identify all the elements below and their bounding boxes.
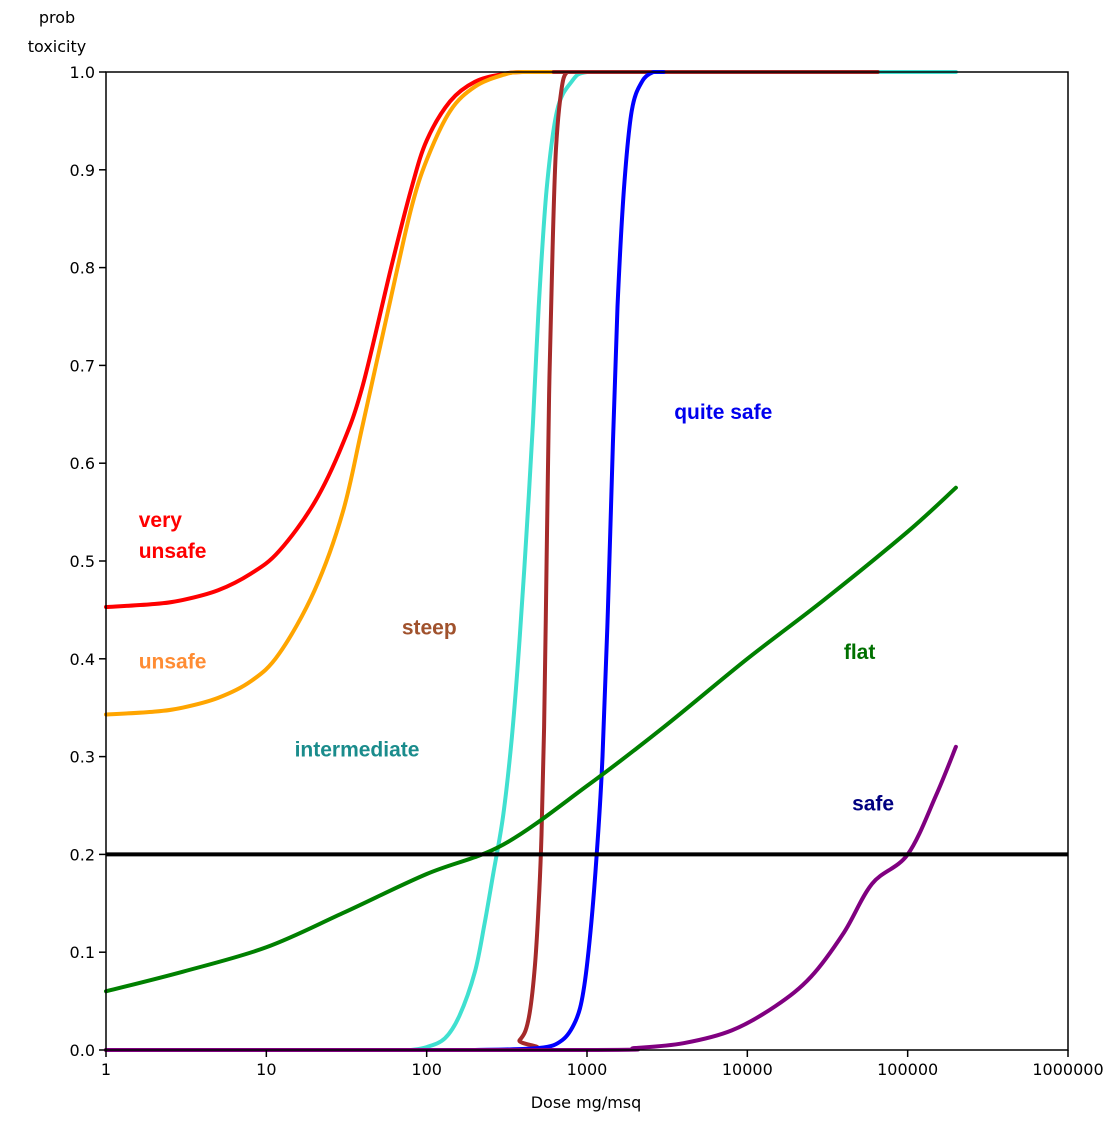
series-line-unsafe: [104, 70, 589, 717]
series-label-quite-safe: quite safe: [674, 401, 772, 424]
y-tick-label: 0.5: [70, 552, 95, 571]
y-tick-label: 0.8: [70, 259, 95, 278]
series-label-flat: flat: [844, 641, 876, 664]
y-tick-label: 0.2: [70, 845, 95, 864]
series-label-very-unsafe: unsafe: [139, 540, 207, 563]
series-label-intermediate: intermediate: [295, 739, 420, 762]
x-tick-label: 1: [101, 1060, 111, 1079]
series-label-steep: steep: [402, 616, 457, 639]
y-axis-title-line-2: toxicity: [28, 37, 86, 56]
y-tick-label: 0.7: [70, 356, 95, 375]
x-axis: 1 10 100 1000 10000 100000 1000000: [101, 1050, 1104, 1079]
y-axis-title-line-1: prob: [39, 8, 75, 27]
series-line-flat: [104, 485, 958, 994]
x-tick-label: 10: [256, 1060, 276, 1079]
y-tick-label: 1.0: [70, 63, 95, 82]
series-label-very-unsafe: very: [139, 509, 183, 532]
y-tick-label: 0.3: [70, 748, 95, 767]
y-axis: 0.0 0.1 0.2 0.3 0.4 0.5 0.6 0.7 0.8 0.9 1.0: [70, 63, 106, 1060]
series-labels: very unsafe unsafe intermediate steep quite s…: [139, 401, 894, 815]
y-tick-label: 0.0: [70, 1041, 95, 1060]
x-tick-label: 100000: [877, 1060, 938, 1079]
series-label-unsafe: unsafe: [139, 651, 207, 674]
x-tick-label: 1000000: [1032, 1060, 1103, 1079]
series-label-safe: safe: [852, 792, 894, 815]
x-axis-title: Dose mg/msq: [531, 1093, 642, 1112]
series-line-quite-safe: [472, 70, 666, 1052]
x-tick-label: 10000: [722, 1060, 773, 1079]
x-tick-label: 1000: [567, 1060, 608, 1079]
y-tick-label: 0.6: [70, 454, 95, 473]
y-tick-label: 0.1: [70, 943, 95, 962]
y-tick-label: 0.9: [70, 161, 95, 180]
y-tick-label: 0.4: [70, 650, 95, 669]
x-tick-label: 100: [411, 1060, 442, 1079]
